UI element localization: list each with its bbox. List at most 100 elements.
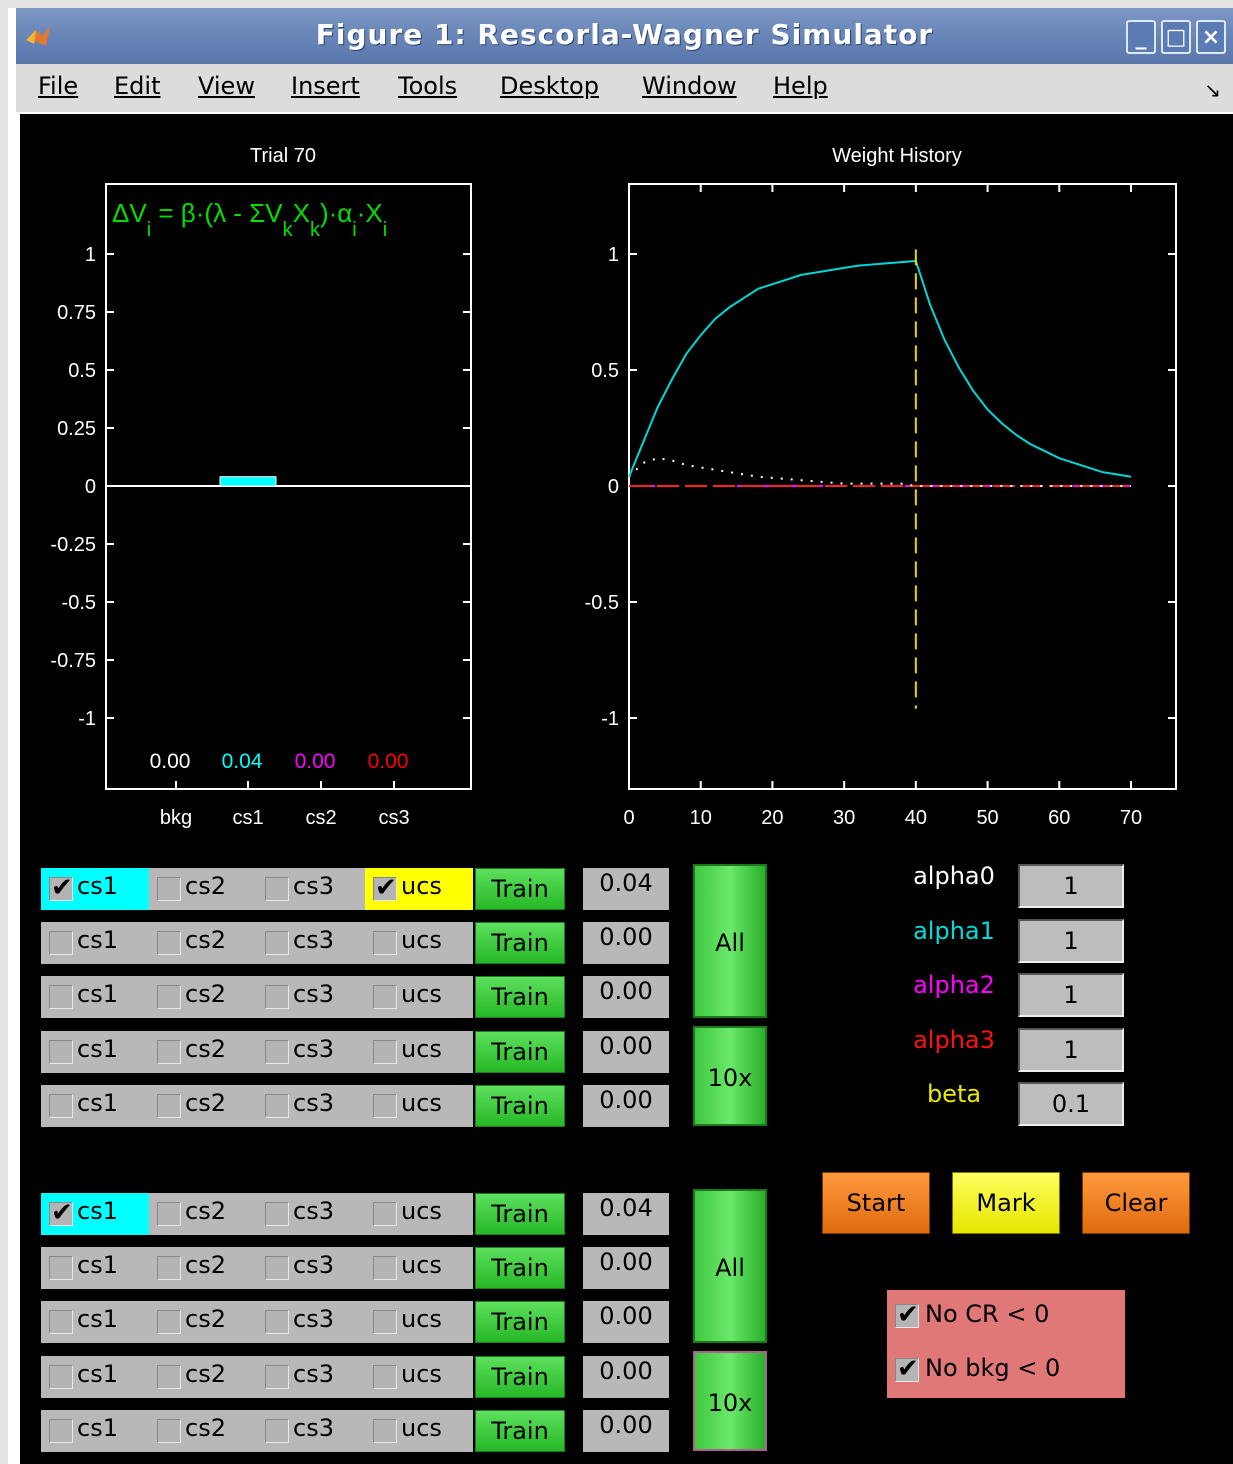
minimize-icon[interactable]: _ — [1126, 20, 1156, 54]
checkbox-ucs[interactable]: ucs — [365, 922, 473, 965]
checkbox-cs1[interactable]: cs1 — [41, 1355, 149, 1398]
menu-desktop[interactable]: Desktop — [500, 72, 599, 100]
menu-tools[interactable]: Tools — [398, 72, 457, 100]
checkbox-cs2[interactable]: cs2 — [149, 922, 257, 965]
mark-button[interactable]: Mark — [952, 1172, 1060, 1234]
checkbox-cs2[interactable]: cs2 — [149, 868, 257, 910]
checkbox-cs1-box[interactable] — [49, 985, 73, 1010]
checkbox-cs3-box[interactable] — [265, 931, 289, 956]
menu-edit[interactable]: Edit — [114, 72, 160, 100]
checkbox-cs1[interactable]: cs1 — [41, 1301, 149, 1344]
checkbox-cs3[interactable]: cs3 — [257, 1355, 365, 1398]
checkbox-ucs[interactable]: ucs — [365, 976, 473, 1019]
checkbox-cs3-box[interactable] — [265, 1364, 289, 1389]
checkbox-cs1-box[interactable] — [49, 931, 73, 956]
checkbox-ucs-box[interactable] — [373, 1256, 397, 1281]
checkbox-cs2[interactable]: cs2 — [149, 1301, 257, 1344]
option-checkbox[interactable]: No bkg < 0 — [895, 1354, 1115, 1386]
train-button[interactable]: Train — [475, 1084, 565, 1127]
checkbox-cs1-box[interactable] — [49, 1039, 73, 1064]
train-button[interactable]: Train — [475, 976, 565, 1019]
train-button[interactable]: Train — [475, 1301, 565, 1344]
checkbox-cs1[interactable]: cs1 — [41, 976, 149, 1019]
checkbox-cs1-box[interactable] — [49, 1256, 73, 1281]
checkbox-cs2[interactable]: cs2 — [149, 1193, 257, 1235]
train-button[interactable]: Train — [475, 1247, 565, 1290]
menu-help[interactable]: Help — [773, 72, 828, 100]
checkbox-cs3[interactable]: cs3 — [257, 868, 365, 910]
checkbox-ucs[interactable]: ucs — [365, 1247, 473, 1290]
checkbox-cs2-box[interactable] — [157, 1310, 181, 1335]
checkbox-cs2-box[interactable] — [157, 985, 181, 1010]
checkbox-cs3-box[interactable] — [265, 877, 289, 901]
checkbox-cs3[interactable]: cs3 — [257, 1030, 365, 1073]
checkbox-cs2-box[interactable] — [157, 1364, 181, 1389]
checkbox-cs2-box[interactable] — [157, 931, 181, 956]
checkbox-cs3[interactable]: cs3 — [257, 922, 365, 965]
checkbox-cs3[interactable]: cs3 — [257, 1301, 365, 1344]
checkbox-cs3-box[interactable] — [265, 985, 289, 1010]
checkbox-ucs-box[interactable] — [373, 931, 397, 956]
train-button[interactable]: Train — [475, 868, 565, 910]
checkbox-cs3-box[interactable] — [265, 1039, 289, 1064]
param-input-alpha3[interactable]: 1 — [1018, 1027, 1124, 1072]
param-input-alpha2[interactable]: 1 — [1018, 973, 1124, 1017]
checkbox-ucs-box[interactable] — [373, 1364, 397, 1389]
checkbox-cs3-box[interactable] — [265, 1256, 289, 1281]
option-checkbox[interactable]: No CR < 0 — [895, 1300, 1115, 1332]
checkbox-cs3[interactable]: cs3 — [257, 976, 365, 1019]
checkbox-cs3-box[interactable] — [265, 1093, 289, 1118]
checkbox-cs2[interactable]: cs2 — [149, 1409, 257, 1452]
checkbox-ucs-box[interactable] — [373, 1039, 397, 1064]
train-all-button[interactable]: All — [693, 864, 767, 1018]
checkbox-ucs[interactable]: ucs — [365, 868, 473, 910]
train-button[interactable]: Train — [475, 1193, 565, 1235]
checkbox-cs1[interactable]: cs1 — [41, 1193, 149, 1235]
checkbox-cs2[interactable]: cs2 — [149, 1084, 257, 1127]
checkbox-cs3[interactable]: cs3 — [257, 1084, 365, 1127]
train-10x-button[interactable]: 10x — [693, 1351, 767, 1451]
checkbox-ucs[interactable]: ucs — [365, 1301, 473, 1344]
checkbox-ucs-box[interactable] — [373, 1310, 397, 1335]
checkbox-cs1[interactable]: cs1 — [41, 1247, 149, 1290]
checkbox-cs3[interactable]: cs3 — [257, 1193, 365, 1235]
checkbox-ucs[interactable]: ucs — [365, 1084, 473, 1127]
checkbox-cs2[interactable]: cs2 — [149, 1030, 257, 1073]
checkbox-cs2[interactable]: cs2 — [149, 976, 257, 1019]
train-button[interactable]: Train — [475, 1030, 565, 1073]
option-checkbox-box[interactable] — [895, 1354, 919, 1384]
option-checkbox-box[interactable] — [895, 1300, 919, 1330]
checkbox-cs3-box[interactable] — [265, 1310, 289, 1335]
train-button[interactable]: Train — [475, 922, 565, 965]
checkbox-cs2[interactable]: cs2 — [149, 1355, 257, 1398]
checkbox-cs2-box[interactable] — [157, 1256, 181, 1281]
param-input-alpha0[interactable]: 1 — [1018, 864, 1124, 908]
checkbox-cs1-box[interactable] — [49, 1310, 73, 1335]
checkbox-cs1[interactable]: cs1 — [41, 922, 149, 965]
checkbox-ucs-box[interactable] — [373, 1093, 397, 1118]
dock-arrow-icon[interactable]: ↘ — [1204, 78, 1221, 102]
checkbox-cs3-box[interactable] — [265, 1202, 289, 1226]
checkbox-cs2-box[interactable] — [157, 1202, 181, 1226]
checkbox-cs3[interactable]: cs3 — [257, 1247, 365, 1290]
checkbox-cs1-box[interactable] — [49, 1198, 73, 1228]
menu-view[interactable]: View — [198, 72, 255, 100]
train-10x-button[interactable]: 10x — [693, 1026, 767, 1126]
menu-file[interactable]: File — [38, 72, 78, 100]
clear-button[interactable]: Clear — [1082, 1172, 1190, 1234]
checkbox-cs1[interactable]: cs1 — [41, 868, 149, 910]
param-input-alpha1[interactable]: 1 — [1018, 918, 1124, 963]
checkbox-cs1-box[interactable] — [49, 1418, 73, 1443]
param-input-beta[interactable]: 0.1 — [1018, 1082, 1124, 1126]
checkbox-ucs-box[interactable] — [373, 1202, 397, 1226]
checkbox-cs3[interactable]: cs3 — [257, 1409, 365, 1452]
checkbox-cs1-box[interactable] — [49, 873, 73, 903]
checkbox-cs2-box[interactable] — [157, 1418, 181, 1443]
checkbox-ucs-box[interactable] — [373, 1418, 397, 1443]
close-icon[interactable]: × — [1196, 20, 1226, 54]
checkbox-cs2-box[interactable] — [157, 1093, 181, 1118]
train-all-button[interactable]: All — [693, 1189, 767, 1343]
checkbox-cs1[interactable]: cs1 — [41, 1030, 149, 1073]
checkbox-cs2-box[interactable] — [157, 1039, 181, 1064]
checkbox-cs1[interactable]: cs1 — [41, 1084, 149, 1127]
